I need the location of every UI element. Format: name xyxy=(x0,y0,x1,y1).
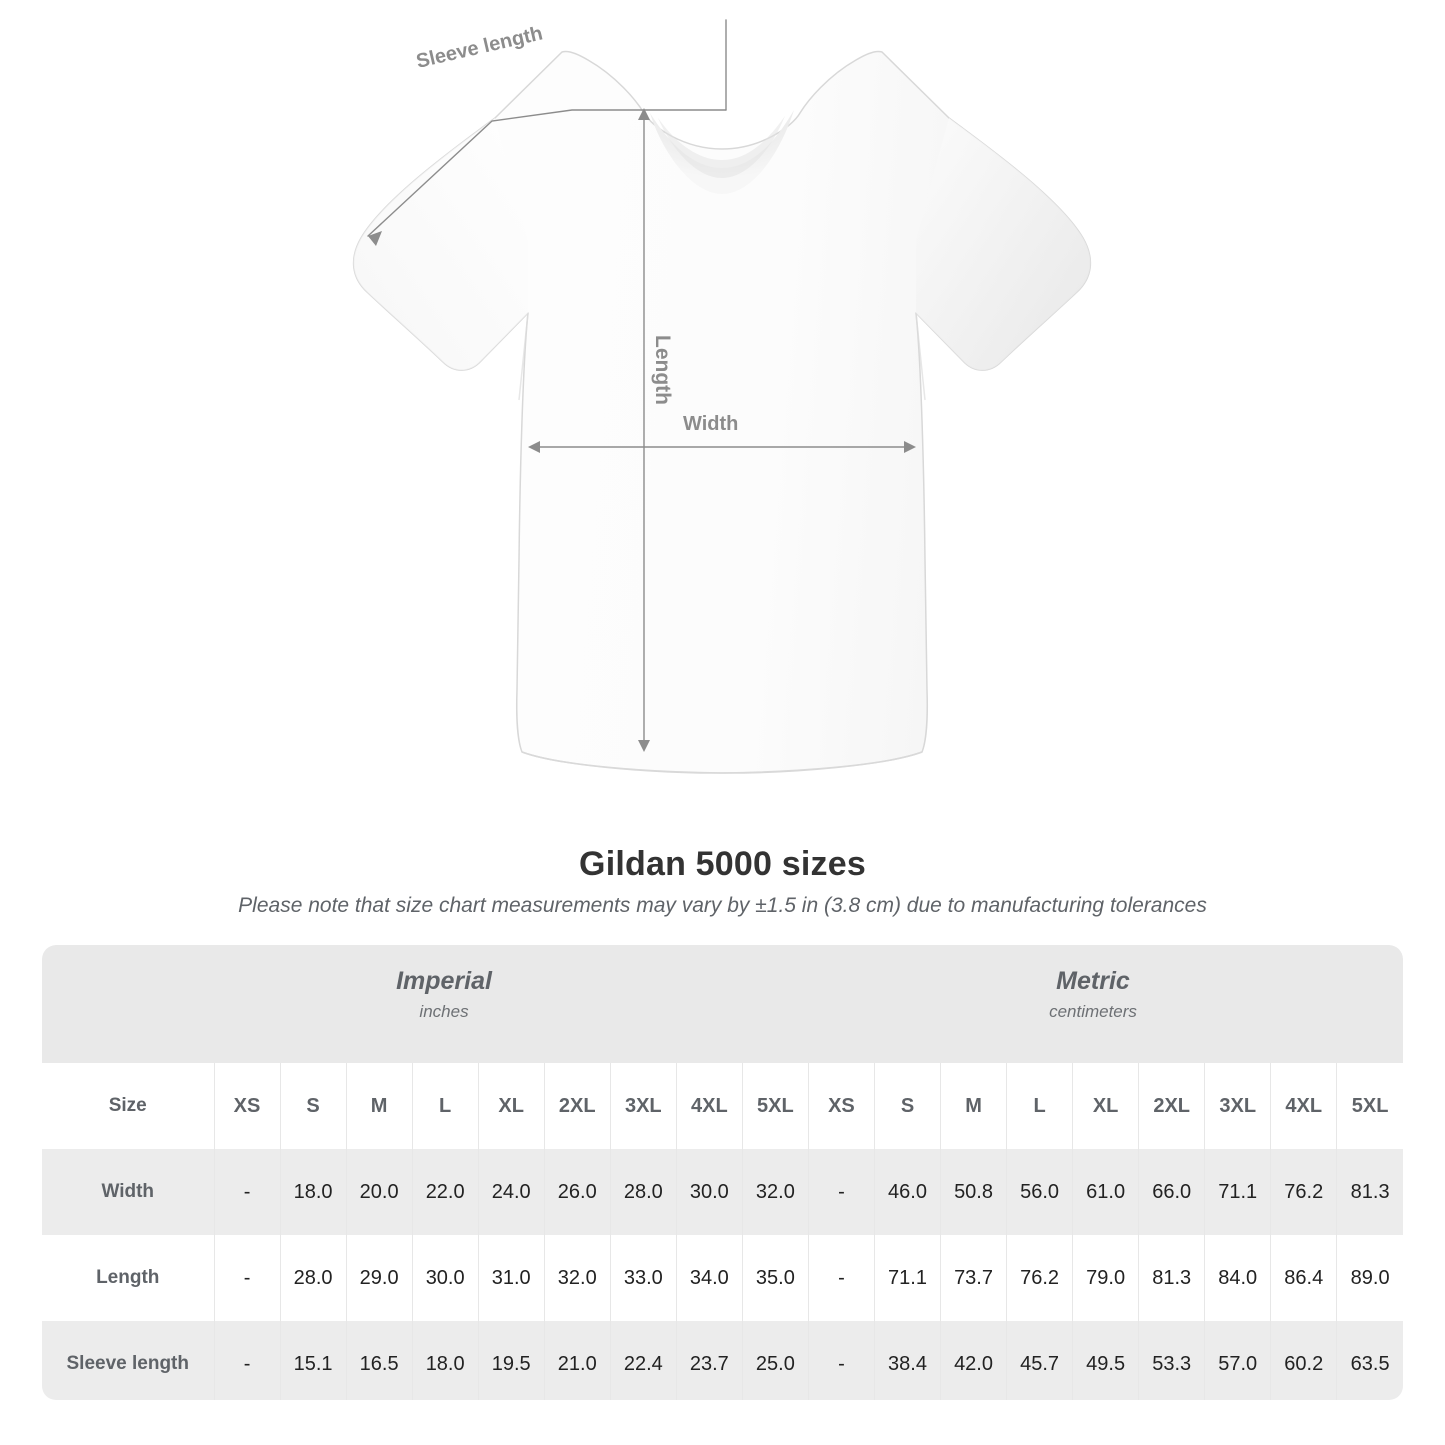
svg-text:Width: Width xyxy=(683,413,738,435)
svg-text:Sleeve length: Sleeve length xyxy=(414,22,545,72)
svg-text:Length: Length xyxy=(651,335,674,405)
